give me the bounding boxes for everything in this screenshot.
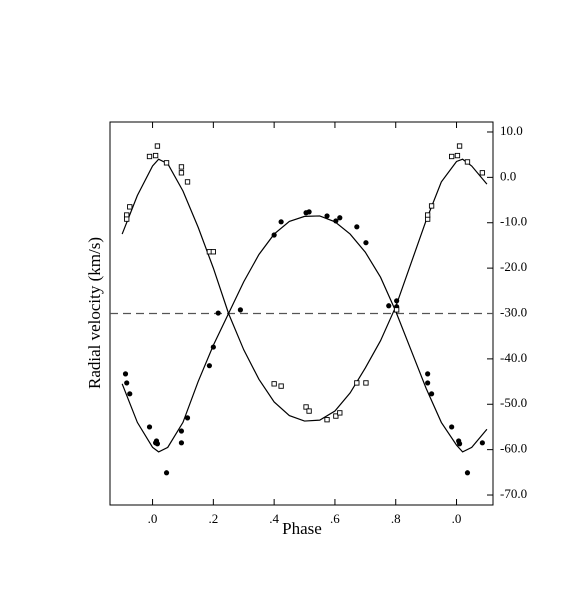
data-point: [464, 470, 471, 476]
data-point: [178, 440, 185, 446]
data-point: [146, 424, 153, 430]
data-point: [152, 440, 159, 446]
data-point: [215, 310, 221, 316]
data-point: [425, 371, 431, 377]
data-point: [154, 143, 161, 149]
data-point: [394, 298, 400, 304]
y-tick-label: -20.0: [500, 259, 527, 274]
data-point: [210, 249, 216, 255]
data-point: [428, 203, 435, 209]
data-point: [163, 160, 170, 166]
data-point: [363, 240, 369, 246]
data-point: [354, 224, 360, 230]
data-point: [206, 363, 212, 369]
data-point: [425, 380, 431, 386]
data-point: [324, 417, 330, 423]
data-point: [464, 159, 471, 165]
fit-curve: [121, 215, 488, 453]
data-point: [271, 381, 277, 387]
data-point: [456, 441, 463, 447]
data-point: [479, 170, 486, 176]
x-tick-label: .0: [148, 511, 158, 526]
data-point: [354, 380, 360, 386]
data-point: [424, 212, 431, 218]
data-point: [178, 428, 185, 434]
data-point: [271, 232, 277, 238]
data-point: [454, 152, 461, 159]
y-tick-label: -60.0: [500, 441, 527, 456]
y-tick-label: -40.0: [500, 350, 527, 365]
data-point: [306, 408, 312, 414]
data-point: [178, 164, 185, 170]
data-point: [386, 303, 392, 309]
data-point: [306, 209, 312, 215]
x-tick-label: .6: [330, 511, 340, 526]
data-point: [393, 307, 400, 313]
data-point: [152, 152, 159, 159]
data-point: [278, 383, 284, 389]
data-point: [124, 216, 130, 222]
data-point: [333, 218, 339, 224]
y-tick-label: -10.0: [500, 214, 527, 229]
data-point: [237, 307, 244, 313]
data-point: [178, 170, 185, 176]
data-point: [456, 143, 463, 149]
data-point: [210, 344, 216, 350]
data-point: [127, 204, 133, 210]
data-point: [428, 391, 435, 397]
data-point: [479, 440, 485, 446]
data-point: [127, 391, 133, 397]
data-point: [163, 470, 170, 476]
fit-curve: [121, 158, 488, 422]
data-point: [337, 215, 343, 221]
data-point: [278, 219, 284, 225]
x-tick-label: .2: [208, 511, 218, 526]
data-point: [146, 153, 153, 160]
data-point: [122, 371, 129, 377]
y-axis-title: Radial velocity (km/s): [85, 237, 104, 389]
data-point: [303, 404, 309, 410]
x-tick-label: .0: [452, 511, 462, 526]
data-point: [324, 213, 330, 219]
y-tick-label: -70.0: [500, 486, 527, 501]
data-point: [449, 424, 455, 430]
data-point: [333, 413, 339, 419]
data-point: [337, 410, 343, 416]
data-point: [449, 153, 455, 160]
x-tick-label: .4: [269, 511, 279, 526]
x-axis-title: Phase: [282, 519, 322, 538]
y-tick-label: -50.0: [500, 395, 527, 410]
data-point: [124, 380, 130, 386]
y-tick-label: 10.0: [500, 123, 523, 138]
y-tick-label: -30.0: [500, 304, 527, 319]
data-point: [184, 179, 191, 185]
data-point: [184, 415, 191, 421]
y-tick-label: 0.0: [500, 168, 516, 183]
x-tick-label: .8: [391, 511, 401, 526]
data-point: [363, 380, 369, 386]
